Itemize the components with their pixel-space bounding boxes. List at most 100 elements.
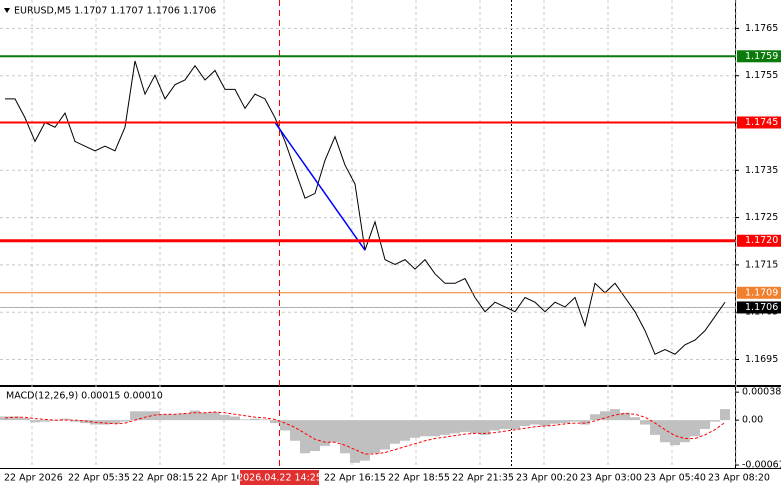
macd-bar xyxy=(700,420,710,429)
crosshair-label: 2026.04.22 14:25 xyxy=(237,473,322,484)
chart-title: EURUSD,M5 1.1707 1.1707 1.1706 1.1706 xyxy=(14,6,216,17)
macd-bar xyxy=(100,420,110,425)
level-label-box xyxy=(737,234,781,247)
macd-bar xyxy=(60,418,70,421)
macd-bar xyxy=(620,412,630,421)
x-tick-label: 22 Apr 2026 xyxy=(4,473,63,484)
macd-bar xyxy=(680,420,690,443)
macd-bar xyxy=(390,420,400,444)
macd-bar xyxy=(70,420,80,422)
macd-bar xyxy=(120,420,130,422)
macd-bar xyxy=(230,416,240,421)
macd-bar xyxy=(150,411,160,421)
y-tick-label: 1.1715 xyxy=(745,259,778,270)
y-tick-label: 1.1695 xyxy=(745,354,778,365)
macd-bar xyxy=(470,420,480,434)
macd-bar xyxy=(450,420,460,434)
x-tick-label: 22 Apr 10: xyxy=(196,473,246,484)
macd-bar xyxy=(30,420,40,423)
level-label: 1.1759 xyxy=(745,51,778,62)
level-label: 1.1709 xyxy=(745,287,778,298)
macd-bar xyxy=(440,420,450,435)
macd-bar xyxy=(80,420,90,424)
level-label-box xyxy=(737,50,781,63)
macd-bar xyxy=(670,420,680,446)
y-tick-label: 1.1725 xyxy=(745,212,778,223)
macd-bar xyxy=(370,420,380,454)
x-tick-label: 23 Apr 05:40 xyxy=(644,473,706,484)
macd-bar xyxy=(10,416,20,421)
macd-bar xyxy=(270,420,280,424)
macd-bar xyxy=(420,420,430,437)
macd-bar xyxy=(560,420,570,424)
macd-bar xyxy=(690,420,700,437)
macd-bar xyxy=(600,411,610,421)
x-tick-label: 23 Apr 03:00 xyxy=(580,473,642,484)
price-line xyxy=(274,122,366,251)
level-label: 1.1720 xyxy=(745,235,778,246)
macd-title: MACD(12,26,9) 0.00015 0.00010 xyxy=(6,391,163,402)
y-tick-label: -0.00061 xyxy=(742,460,781,471)
macd-bar xyxy=(320,420,330,446)
macd-bar xyxy=(280,420,290,431)
macd-bar xyxy=(190,410,200,421)
macd-bar xyxy=(460,420,470,432)
macd-bar xyxy=(140,411,150,421)
x-tick-label: 22 Apr 16:15 xyxy=(324,473,386,484)
macd-bar xyxy=(20,417,30,421)
macd-bar xyxy=(650,420,660,435)
current-price-label: 1.1706 xyxy=(745,302,778,313)
macd-bar xyxy=(530,420,540,425)
macd-bar xyxy=(490,420,500,431)
y-tick-label: 1.1765 xyxy=(745,23,778,34)
macd-bar xyxy=(210,412,220,421)
x-tick-label: 22 Apr 08:15 xyxy=(132,473,194,484)
macd-bar xyxy=(0,416,10,421)
macd-bar xyxy=(400,420,410,441)
x-tick-label: 22 Apr 18:55 xyxy=(388,473,450,484)
macd-bar xyxy=(380,420,390,450)
macd-bar xyxy=(110,420,120,424)
macd-bar xyxy=(240,419,250,421)
level-label-box xyxy=(737,116,781,129)
crosshair-label-box xyxy=(240,470,319,485)
macd-bar xyxy=(180,413,190,421)
macd-bar xyxy=(550,420,560,424)
macd-bar xyxy=(200,412,210,421)
y-tick-label: 0.00 xyxy=(742,415,763,426)
macd-bar xyxy=(250,418,260,421)
macd-bar xyxy=(340,420,350,454)
macd-bar xyxy=(540,420,550,427)
macd-bar xyxy=(640,420,650,425)
x-tick-label: 23 Apr 08:20 xyxy=(708,473,770,484)
level-label: 1.1745 xyxy=(745,117,778,128)
macd-bar xyxy=(160,414,170,421)
macd-bar xyxy=(40,420,50,422)
y-tick-label: 1.1755 xyxy=(745,70,778,81)
macd-bar xyxy=(660,420,670,443)
macd-bar xyxy=(430,420,440,437)
macd-bar xyxy=(360,420,370,461)
macd-bar xyxy=(500,420,510,429)
x-tick-label: 22 Apr 21:35 xyxy=(452,473,514,484)
macd-bar xyxy=(310,420,320,452)
macd-bar xyxy=(130,411,140,421)
macd-bar xyxy=(720,409,730,421)
macd-bar xyxy=(260,419,270,421)
macd-bar xyxy=(610,409,620,421)
macd-bar xyxy=(590,414,600,421)
macd-bar xyxy=(350,420,360,463)
macd-bar xyxy=(520,420,530,427)
macd-bar xyxy=(170,414,180,421)
level-label-box xyxy=(737,286,781,299)
macd-bar xyxy=(290,420,300,441)
macd-bar xyxy=(410,420,420,438)
macd-bar xyxy=(330,420,340,443)
title-marker xyxy=(4,8,10,13)
y-tick-label: 1.1735 xyxy=(745,165,778,176)
macd-bar xyxy=(510,420,520,429)
macd-bar xyxy=(300,420,310,454)
x-tick-label: 22 Apr 05:35 xyxy=(68,473,130,484)
